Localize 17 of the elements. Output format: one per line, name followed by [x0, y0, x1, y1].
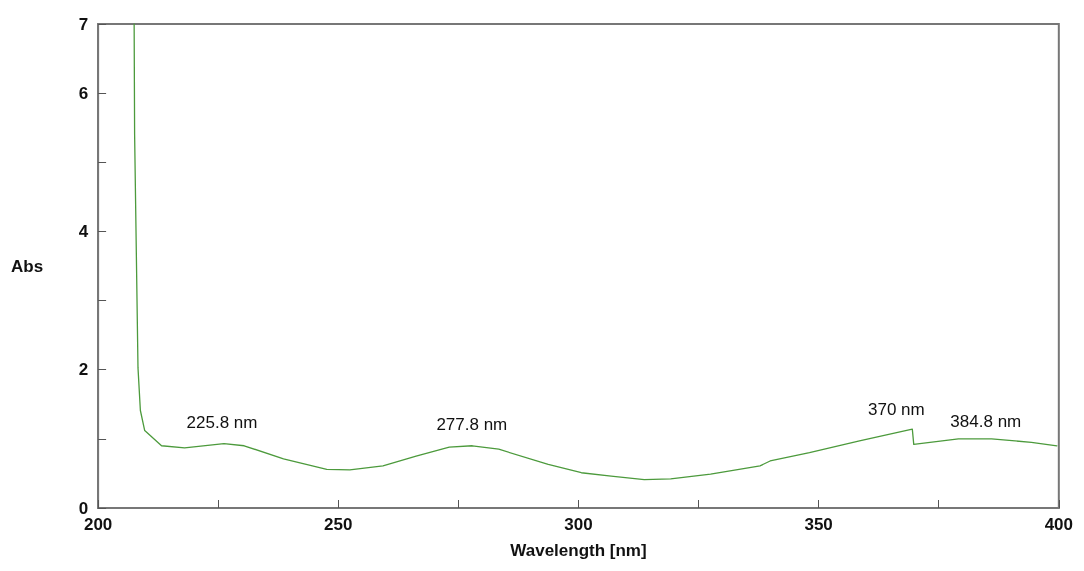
y-tick-label: 2 [78, 360, 89, 380]
x-axis-title: Wavelength [nm] [510, 541, 647, 560]
annotation: 370 nm [868, 400, 925, 420]
annotation: 277.8 nm [436, 414, 508, 434]
x-tick-label: 200 [83, 515, 113, 534]
y-axis-title: Abs [10, 256, 44, 276]
y-tick-label: 4 [78, 221, 89, 241]
y-tick-label: 6 [78, 83, 89, 103]
x-tick-label: 350 [804, 515, 833, 534]
y-tick-label: 0 [78, 498, 89, 518]
annotation: 225.8 nm [186, 412, 258, 432]
x-tick-label: 250 [324, 515, 353, 534]
y-tick-label: 7 [78, 14, 89, 34]
annotation: 384.8 nm [950, 411, 1022, 431]
x-tick-label: 400 [1044, 515, 1074, 534]
line-series [133, 23, 1058, 481]
x-tick-label: 300 [564, 515, 593, 534]
